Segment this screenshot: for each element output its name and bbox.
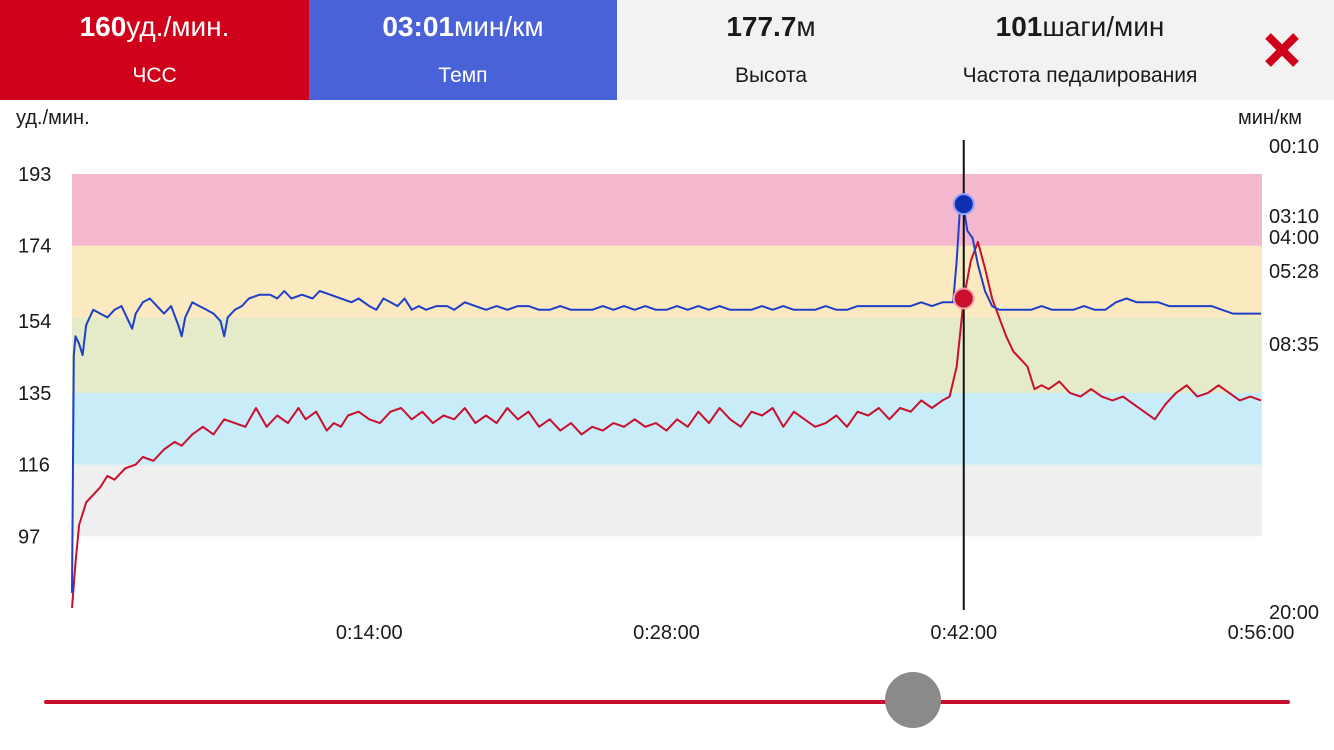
time-tick-label: 0:14:00 bbox=[336, 622, 403, 644]
slider-track[interactable] bbox=[44, 700, 1290, 704]
close-button[interactable] bbox=[1250, 20, 1314, 80]
time-axis-ticks: 0:14:00 0:28:00 0:42:00 0:56:00 bbox=[336, 622, 1294, 644]
left-axis-unit: уд./мин. bbox=[16, 107, 90, 129]
right-tick-label: 00:10 bbox=[1269, 136, 1319, 158]
zone-band-4 bbox=[72, 173, 1262, 246]
left-tick-label: 135 bbox=[18, 383, 51, 405]
close-icon bbox=[1265, 33, 1299, 67]
right-tick-label: 03:10 bbox=[1269, 206, 1319, 228]
left-axis-ticks: 193 174 154 135 116 97 bbox=[18, 164, 51, 548]
left-tick-label: 97 bbox=[18, 526, 40, 548]
heart-rate-label: ЧСС bbox=[132, 64, 177, 87]
tab-pace[interactable]: 03:01мин/км Темп bbox=[309, 0, 617, 100]
pace-line bbox=[71, 203, 1261, 593]
hr-line bbox=[71, 240, 1262, 609]
cadence-label: Частота педалирования bbox=[962, 64, 1198, 87]
time-tick-label: 0:56:00 bbox=[1228, 622, 1295, 644]
tab-altitude[interactable]: 177.7м Высота bbox=[617, 0, 925, 100]
right-tick-label: 04:00 bbox=[1269, 227, 1319, 249]
cursor-markers bbox=[952, 193, 975, 310]
heart-rate-value: 160уд./мин. bbox=[79, 11, 230, 42]
left-tick-label: 193 bbox=[18, 164, 51, 186]
right-tick-label: 20:00 bbox=[1269, 602, 1319, 624]
right-axis-unit: мин/км bbox=[1238, 107, 1303, 129]
zone-band-3 bbox=[72, 245, 1262, 318]
pace-value: 03:01мин/км bbox=[382, 11, 544, 42]
time-tick-label: 0:28:00 bbox=[633, 622, 700, 644]
time-tick-label: 0:42:00 bbox=[930, 622, 997, 644]
left-tick-label: 174 bbox=[18, 236, 51, 258]
heart-rate-zones bbox=[72, 173, 1262, 537]
slider-thumb[interactable] bbox=[885, 672, 941, 728]
timeline-slider[interactable] bbox=[0, 660, 1334, 740]
right-tick-label: 08:35 bbox=[1269, 334, 1319, 356]
right-tick-label: 05:28 bbox=[1269, 261, 1319, 283]
left-tick-label: 154 bbox=[18, 311, 51, 333]
pace-label: Темп bbox=[438, 64, 488, 87]
altitude-label: Высота bbox=[734, 64, 808, 87]
metric-tabs: 160уд./мин. ЧСС 03:01мин/км Темп 177.7м … bbox=[0, 0, 1334, 100]
tab-heart-rate[interactable]: 160уд./мин. ЧСС bbox=[0, 0, 309, 100]
heart-rate-marker bbox=[952, 287, 975, 310]
zone-band-2 bbox=[72, 317, 1262, 393]
altitude-value: 177.7м bbox=[726, 11, 816, 42]
left-tick-label: 116 bbox=[18, 455, 50, 477]
series-lines bbox=[71, 203, 1262, 609]
zone-band-0 bbox=[72, 464, 1262, 537]
cadence-value: 101шаги/мин bbox=[995, 11, 1165, 42]
tab-cadence[interactable]: 101шаги/мин Частота педалирования bbox=[925, 0, 1235, 100]
pace-marker bbox=[952, 193, 975, 216]
